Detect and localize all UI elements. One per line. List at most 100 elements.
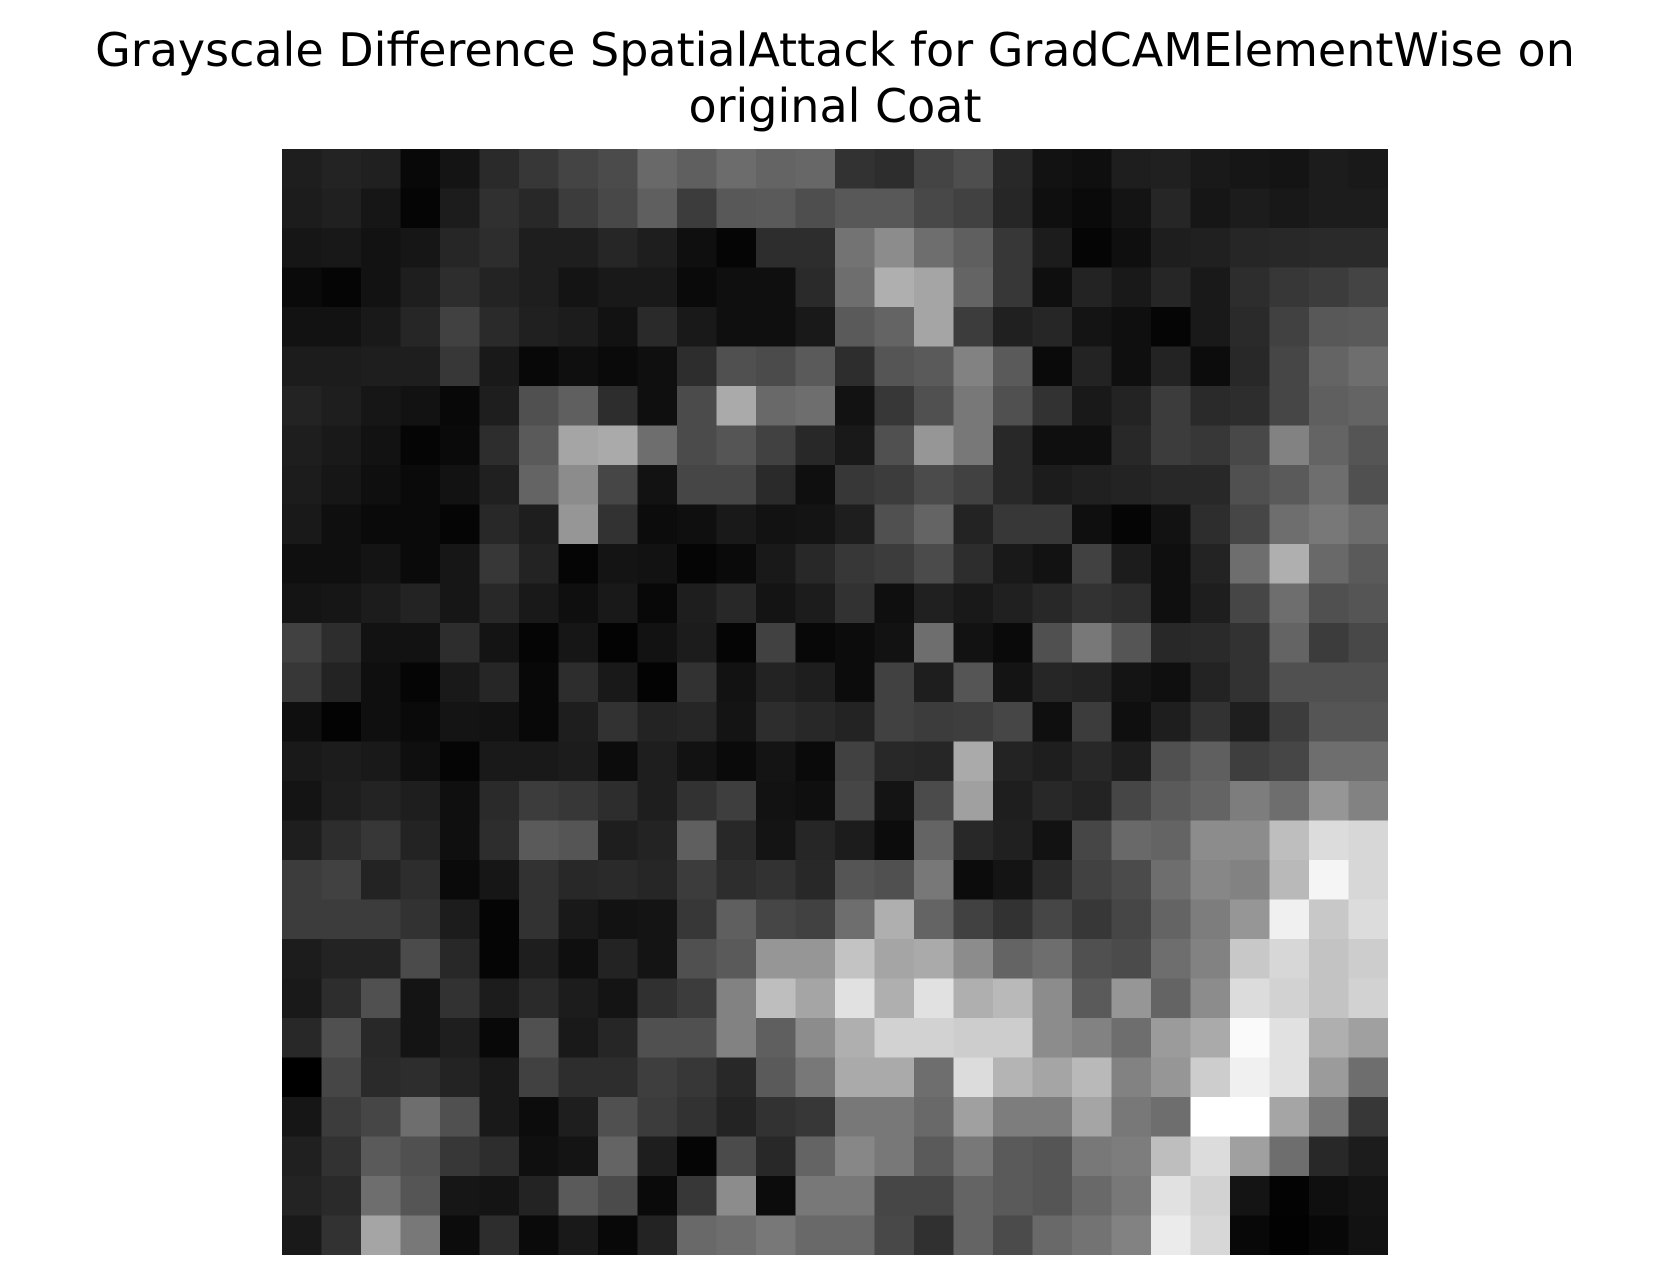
heatmap-cell-r20-c0 xyxy=(282,939,323,980)
heatmap-cell-r15-c15 xyxy=(874,741,915,782)
heatmap-cell-r14-c2 xyxy=(361,702,402,743)
heatmap-cell-r26-c14 xyxy=(835,1176,876,1217)
heatmap-cell-r0-c17 xyxy=(953,149,994,190)
heatmap-cell-r26-c3 xyxy=(400,1176,441,1217)
heatmap-cell-r0-c15 xyxy=(874,149,915,190)
heatmap-cell-r9-c7 xyxy=(558,504,599,545)
heatmap-cell-r11-c18 xyxy=(993,583,1034,624)
heatmap-cell-r20-c3 xyxy=(400,939,441,980)
heatmap-cell-r23-c12 xyxy=(756,1057,797,1098)
heatmap-cell-r3-c12 xyxy=(756,267,797,308)
heatmap-cell-r10-c16 xyxy=(914,544,955,585)
heatmap-cell-r7-c16 xyxy=(914,425,955,466)
heatmap-cell-r24-c21 xyxy=(1111,1097,1152,1138)
heatmap-cell-r11-c24 xyxy=(1230,583,1271,624)
heatmap-cell-r8-c16 xyxy=(914,465,955,506)
heatmap-cell-r17-c8 xyxy=(598,820,639,861)
heatmap-cell-r25-c14 xyxy=(835,1136,876,1177)
heatmap-cell-r16-c18 xyxy=(993,781,1034,822)
heatmap-cell-r10-c12 xyxy=(756,544,797,585)
heatmap-cell-r23-c25 xyxy=(1269,1057,1310,1098)
heatmap-cell-r7-c10 xyxy=(677,425,718,466)
heatmap-cell-r22-c2 xyxy=(361,1018,402,1059)
heatmap-cell-r26-c19 xyxy=(1032,1176,1073,1217)
heatmap-cell-r3-c24 xyxy=(1230,267,1271,308)
heatmap-cell-r27-c10 xyxy=(677,1215,718,1255)
heatmap-cell-r18-c18 xyxy=(993,860,1034,901)
heatmap-cell-r1-c27 xyxy=(1348,188,1388,229)
heatmap-cell-r23-c0 xyxy=(282,1057,323,1098)
heatmap-cell-r17-c16 xyxy=(914,820,955,861)
heatmap-cell-r13-c12 xyxy=(756,662,797,703)
heatmap-cell-r19-c0 xyxy=(282,899,323,940)
heatmap-cell-r12-c4 xyxy=(440,623,481,664)
heatmap-cell-r7-c27 xyxy=(1348,425,1388,466)
heatmap-cell-r0-c26 xyxy=(1309,149,1350,190)
heatmap-cell-r7-c14 xyxy=(835,425,876,466)
heatmap-cell-r22-c1 xyxy=(321,1018,362,1059)
heatmap-cell-r17-c23 xyxy=(1190,820,1231,861)
heatmap-cell-r18-c25 xyxy=(1269,860,1310,901)
heatmap-cell-r14-c4 xyxy=(440,702,481,743)
heatmap-cell-r0-c10 xyxy=(677,149,718,190)
heatmap-cell-r14-c24 xyxy=(1230,702,1271,743)
heatmap-cell-r21-c0 xyxy=(282,978,323,1019)
heatmap-cell-r13-c22 xyxy=(1151,662,1192,703)
heatmap-cell-r6-c11 xyxy=(716,386,757,427)
heatmap-cell-r24-c25 xyxy=(1269,1097,1310,1138)
heatmap-cell-r8-c25 xyxy=(1269,465,1310,506)
heatmap-cell-r6-c7 xyxy=(558,386,599,427)
heatmap-cell-r2-c22 xyxy=(1151,228,1192,269)
heatmap-cell-r19-c1 xyxy=(321,899,362,940)
heatmap-cell-r25-c10 xyxy=(677,1136,718,1177)
heatmap-cell-r0-c24 xyxy=(1230,149,1271,190)
heatmap-cell-r17-c24 xyxy=(1230,820,1271,861)
heatmap-cell-r26-c6 xyxy=(519,1176,560,1217)
heatmap-cell-r24-c18 xyxy=(993,1097,1034,1138)
heatmap-cell-r15-c26 xyxy=(1309,741,1350,782)
heatmap-cell-r6-c3 xyxy=(400,386,441,427)
heatmap-cell-r3-c21 xyxy=(1111,267,1152,308)
heatmap-cell-r22-c23 xyxy=(1190,1018,1231,1059)
heatmap-cell-r12-c23 xyxy=(1190,623,1231,664)
heatmap-cell-r23-c23 xyxy=(1190,1057,1231,1098)
heatmap-cell-r16-c13 xyxy=(795,781,836,822)
heatmap-cell-r7-c17 xyxy=(953,425,994,466)
heatmap-cell-r25-c9 xyxy=(637,1136,678,1177)
heatmap-cell-r10-c20 xyxy=(1072,544,1113,585)
heatmap-cell-r5-c12 xyxy=(756,346,797,387)
heatmap-cell-r7-c23 xyxy=(1190,425,1231,466)
heatmap-cell-r13-c13 xyxy=(795,662,836,703)
heatmap-cell-r6-c22 xyxy=(1151,386,1192,427)
heatmap-cell-r21-c26 xyxy=(1309,978,1350,1019)
heatmap-cell-r23-c3 xyxy=(400,1057,441,1098)
heatmap-cell-r19-c5 xyxy=(479,899,520,940)
heatmap-cell-r3-c25 xyxy=(1269,267,1310,308)
heatmap-cell-r6-c27 xyxy=(1348,386,1388,427)
heatmap-cell-r26-c25 xyxy=(1269,1176,1310,1217)
heatmap-cell-r13-c20 xyxy=(1072,662,1113,703)
heatmap-cell-r4-c6 xyxy=(519,307,560,348)
heatmap-cell-r20-c25 xyxy=(1269,939,1310,980)
heatmap-cell-r8-c11 xyxy=(716,465,757,506)
heatmap-cell-r5-c17 xyxy=(953,346,994,387)
heatmap-cell-r11-c13 xyxy=(795,583,836,624)
heatmap-cell-r13-c7 xyxy=(558,662,599,703)
heatmap-cell-r8-c23 xyxy=(1190,465,1231,506)
heatmap-cell-r20-c22 xyxy=(1151,939,1192,980)
heatmap-cell-r6-c6 xyxy=(519,386,560,427)
heatmap-cell-r22-c24 xyxy=(1230,1018,1271,1059)
heatmap-cell-r9-c13 xyxy=(795,504,836,545)
heatmap-cell-r15-c12 xyxy=(756,741,797,782)
heatmap-cell-r24-c11 xyxy=(716,1097,757,1138)
heatmap-cell-r18-c5 xyxy=(479,860,520,901)
heatmap-cell-r26-c26 xyxy=(1309,1176,1350,1217)
heatmap-cell-r11-c20 xyxy=(1072,583,1113,624)
heatmap-cell-r7-c9 xyxy=(637,425,678,466)
heatmap-cell-r0-c5 xyxy=(479,149,520,190)
heatmap-cell-r22-c6 xyxy=(519,1018,560,1059)
heatmap-cell-r26-c22 xyxy=(1151,1176,1192,1217)
heatmap-cell-r10-c25 xyxy=(1269,544,1310,585)
heatmap-cell-r5-c23 xyxy=(1190,346,1231,387)
heatmap-cell-r21-c25 xyxy=(1269,978,1310,1019)
